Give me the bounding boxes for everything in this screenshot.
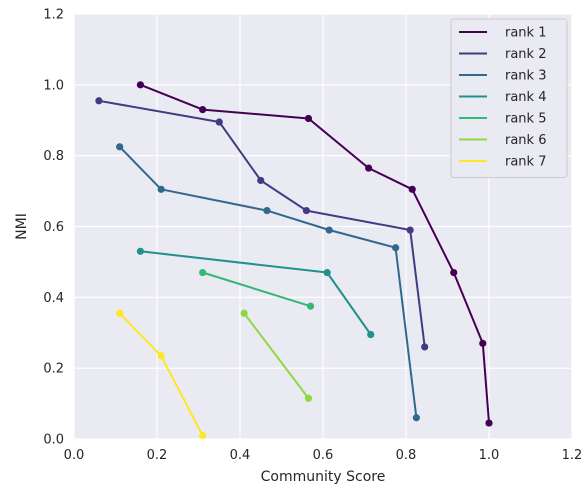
series-rank-2 <box>95 97 429 351</box>
data-point <box>257 176 265 185</box>
legend-label: rank 2 <box>505 47 546 62</box>
y-tick-label: 0.0 <box>43 433 64 448</box>
y-tick-label: 1.0 <box>43 78 64 93</box>
data-point <box>412 414 420 422</box>
series-rank-6 <box>240 309 313 402</box>
series-rank-3 <box>116 143 420 422</box>
legend-label: rank 3 <box>505 69 546 84</box>
data-point <box>392 244 400 252</box>
data-point <box>199 431 207 440</box>
legend: rank 1 rank 2 rank 3 rank 4 rank 5 rank 6 rank… <box>450 18 568 178</box>
data-point <box>406 226 414 234</box>
y-tick-label: 1.2 <box>43 8 64 23</box>
series-rank-5 <box>199 268 315 310</box>
legend-label: rank 1 <box>505 26 546 41</box>
y-axis-label: NMI <box>14 213 30 240</box>
series-line <box>118 146 418 418</box>
series-rank-7 <box>116 309 207 440</box>
data-point <box>367 330 375 339</box>
legend-box <box>450 18 568 178</box>
x-tick-label: 1.2 <box>562 448 583 463</box>
tick-labels: 0.0 0.2 0.4 0.6 0.8 1.0 1.2 0.0 0.2 0.4 0.6 0.8 1.0 1… <box>43 8 582 464</box>
data-point <box>306 302 315 310</box>
series-layer <box>95 81 493 440</box>
legend-label: rank 4 <box>505 90 546 105</box>
series-line <box>140 83 490 424</box>
data-point <box>479 339 487 347</box>
legend-label: rank 6 <box>505 133 546 148</box>
data-point <box>325 226 333 234</box>
x-tick-label: 0.6 <box>313 448 334 463</box>
series-rank-1 <box>136 81 493 427</box>
data-point <box>199 106 207 114</box>
x-tick-label: 0.4 <box>230 448 251 463</box>
data-point <box>485 419 493 427</box>
series-line <box>202 271 311 308</box>
x-tick-label: 0.0 <box>64 448 85 463</box>
data-point <box>199 268 207 277</box>
x-tick-label: 1.0 <box>479 448 500 463</box>
data-point <box>263 206 271 215</box>
data-point <box>116 309 124 317</box>
data-point <box>116 143 124 151</box>
legend-label: rank 5 <box>505 112 546 127</box>
data-point <box>304 114 313 123</box>
y-tick-label: 0.8 <box>43 149 64 164</box>
data-point <box>95 97 103 105</box>
data-point <box>240 309 248 317</box>
data-point <box>136 81 144 89</box>
data-point <box>302 206 310 215</box>
series-rank-4 <box>136 247 375 339</box>
data-point <box>408 185 416 193</box>
data-point <box>136 247 144 255</box>
legend-label: rank 7 <box>505 155 546 170</box>
data-point <box>304 394 313 402</box>
data-point <box>421 343 429 351</box>
y-tick-label: 0.6 <box>43 220 64 235</box>
y-tick-label: 0.2 <box>43 362 64 377</box>
data-point <box>365 164 373 172</box>
x-tick-label: 0.8 <box>396 448 417 463</box>
x-axis-label: Community Score <box>261 469 386 485</box>
data-point <box>157 185 165 193</box>
grid <box>73 13 573 440</box>
data-point <box>157 352 165 360</box>
y-tick-label: 0.4 <box>43 291 64 306</box>
series-line <box>98 99 426 348</box>
series-line <box>243 312 310 399</box>
x-tick-label: 0.2 <box>147 448 168 463</box>
data-point <box>215 118 223 126</box>
data-point <box>450 268 458 277</box>
data-point <box>323 268 331 277</box>
